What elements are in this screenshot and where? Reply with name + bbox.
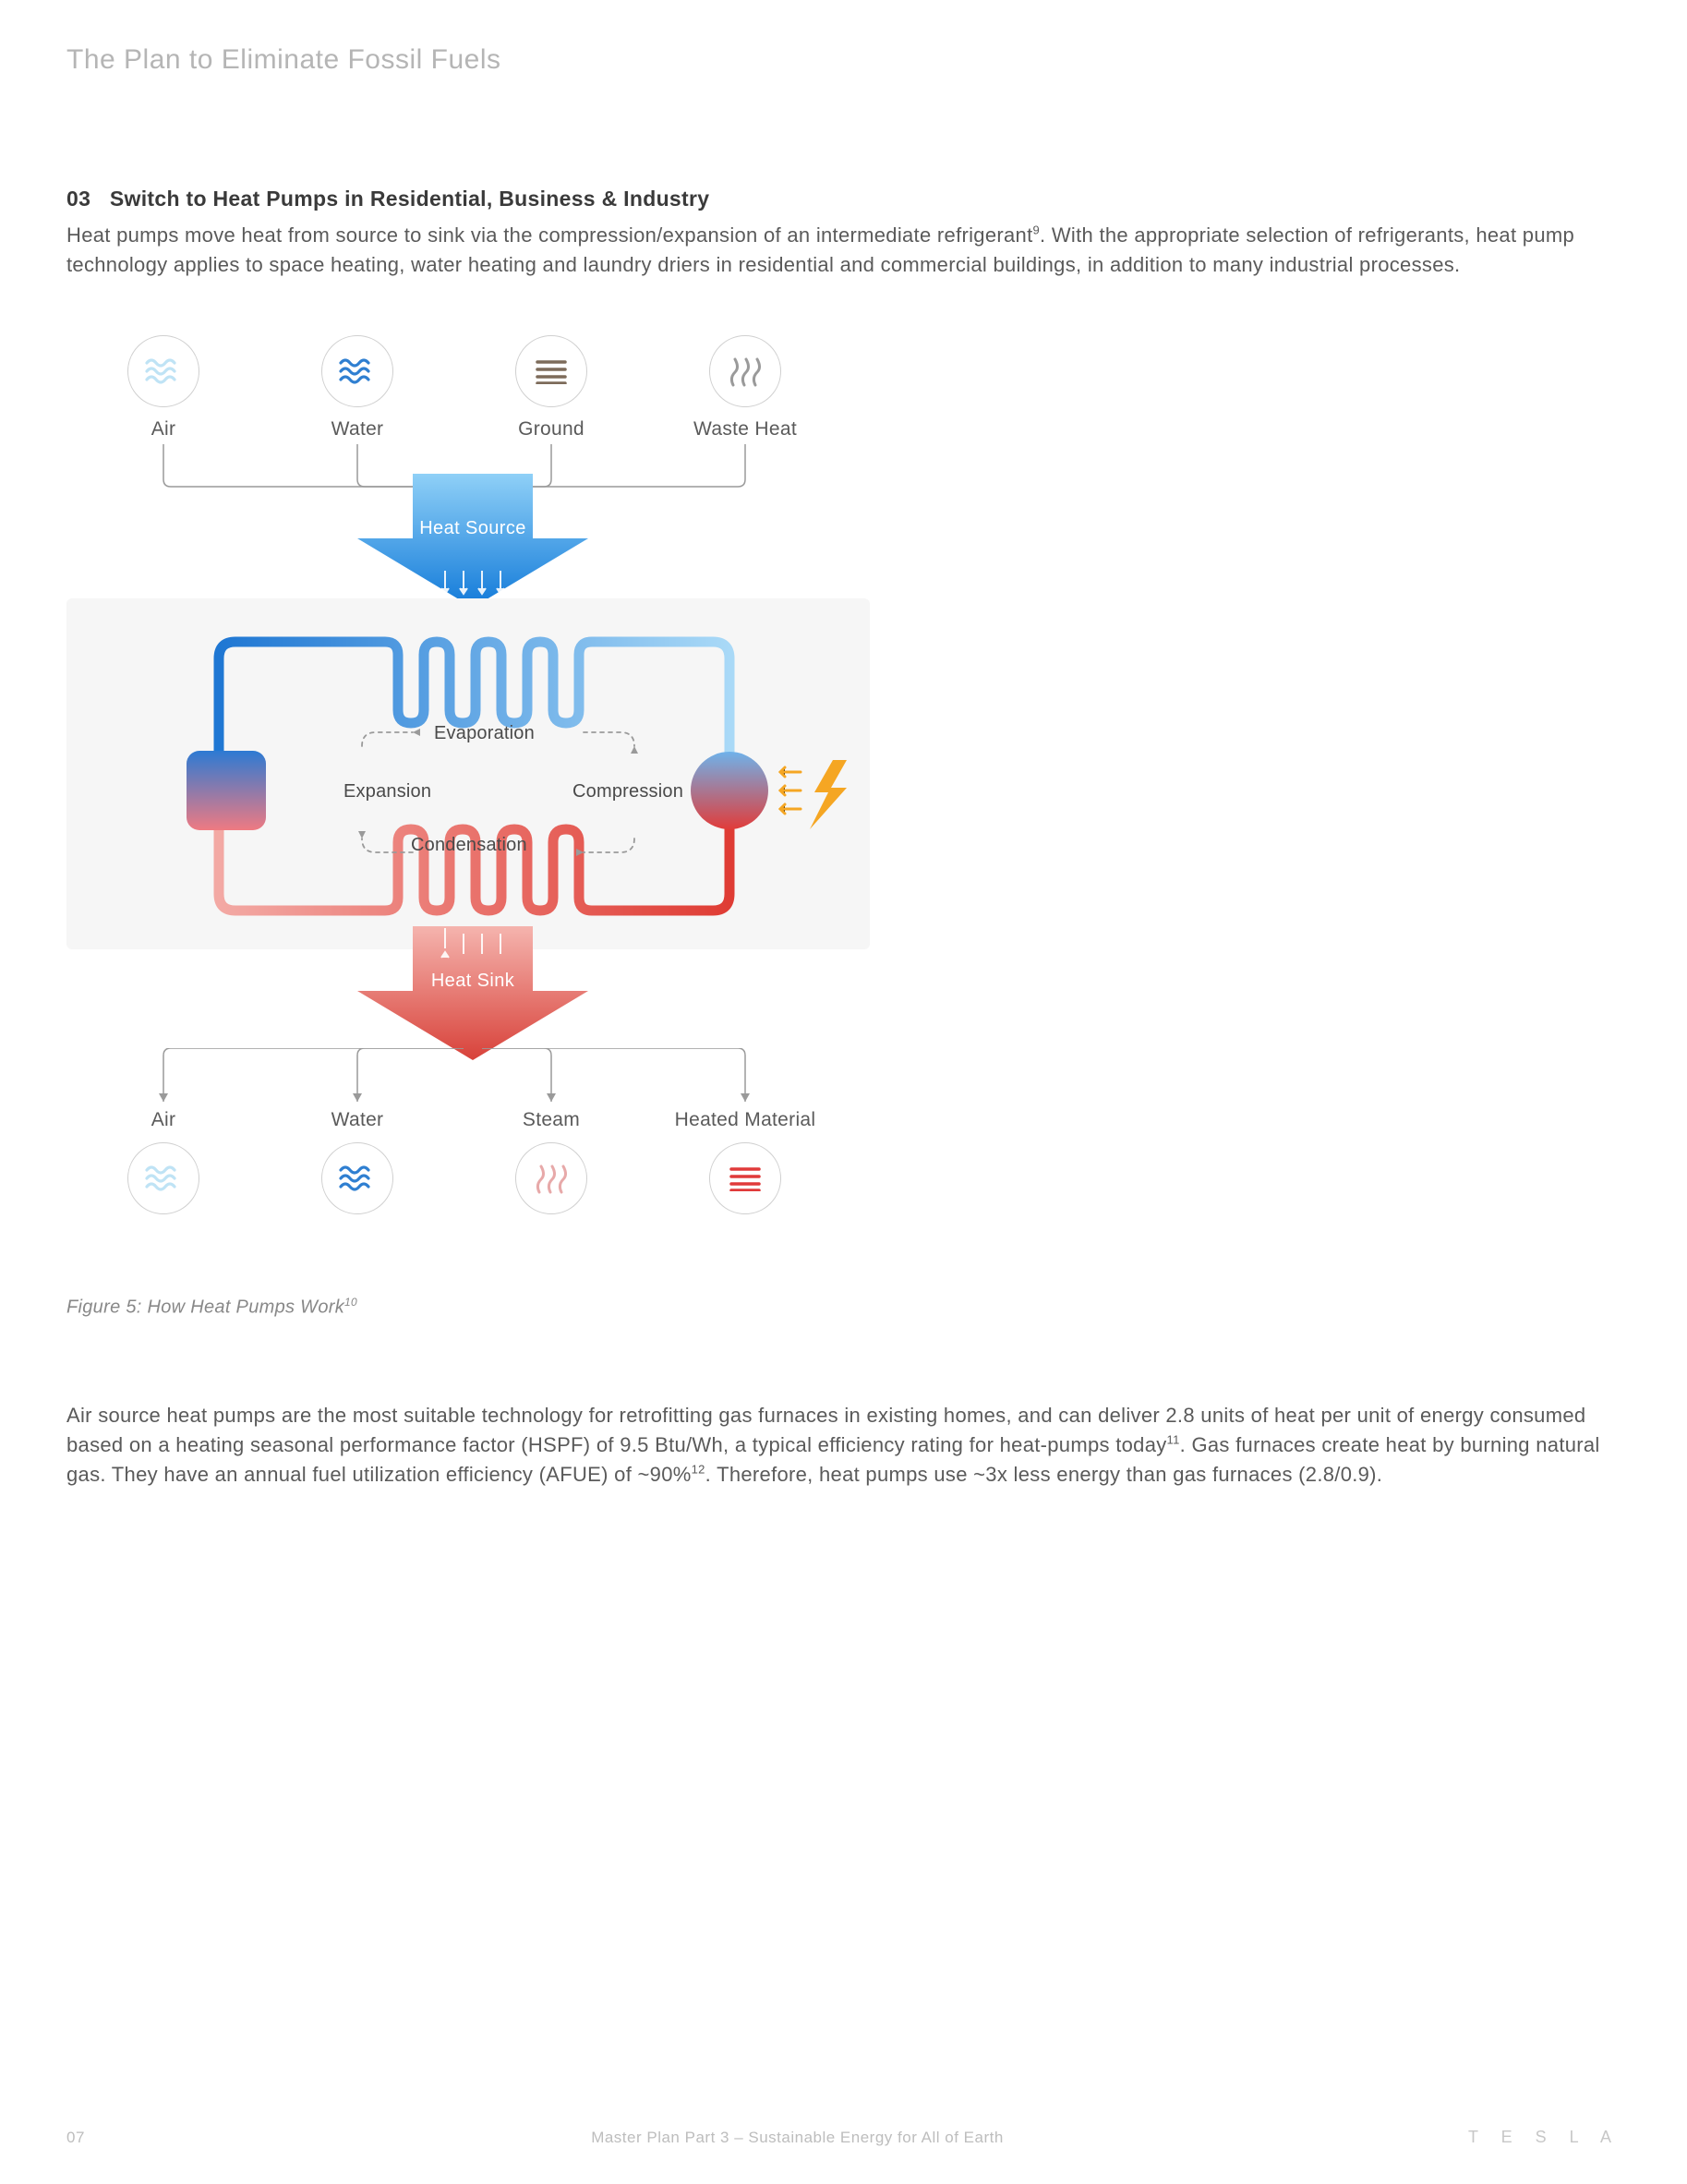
sink-label: Air [66,1109,260,1131]
condensation-label: Condensation [411,835,527,856]
source-air: Air [66,335,260,440]
source-water: Water [260,335,454,440]
source-ground: Ground [454,335,648,440]
heat-sink-arrow: Heat Sink [357,926,588,1060]
heat-source-arrow: Heat Source [357,474,588,608]
intro-paragraph: Heat pumps move heat from source to sink… [66,221,1621,280]
waves-icon [127,1142,199,1214]
caption-text: Figure 5: How Heat Pumps Work [66,1297,344,1317]
waves-icon [321,335,393,407]
heat-sinks-row: Air Water Steam Heated Material [66,1109,842,1214]
heat-sink-label: Heat Sink [357,971,588,992]
evaporation-label: Evaporation [434,723,535,744]
page-footer: 07 Master Plan Part 3 – Sustainable Ener… [0,2128,1687,2147]
heat-exchanger-box: Evaporation Compression Condensation Exp… [66,598,870,949]
footnote-9: 9 [1032,223,1040,237]
steam-icon [709,335,781,407]
section-title: Switch to Heat Pumps in Residential, Bus… [110,187,709,211]
intro-text-a: Heat pumps move heat from source to sink… [66,223,1032,247]
steam-icon [515,1142,587,1214]
section-number: 03 [66,187,90,211]
lines-icon [709,1142,781,1214]
source-label: Waste Heat [648,418,842,440]
sink-steam: Steam [454,1109,648,1214]
compression-label: Compression [572,781,683,802]
footer-title: Master Plan Part 3 – Sustainable Energy … [159,2129,1436,2147]
sink-label: Water [260,1109,454,1131]
expansion-label: Expansion [343,781,431,802]
heat-sources-row: Air Water Ground Waste Heat [66,335,870,440]
section-heading: 03 Switch to Heat Pumps in Residential, … [66,187,1621,211]
source-label: Ground [454,418,648,440]
sink-label: Steam [454,1109,648,1131]
waves-icon [127,335,199,407]
sink-label: Heated Material [648,1109,842,1131]
cycle-svg [66,598,870,949]
page-number: 07 [66,2129,159,2147]
body-paragraph-2: Air source heat pumps are the most suita… [66,1401,1621,1490]
sink-heated-material: Heated Material [648,1109,842,1214]
brand-wordmark: T E S L A [1436,2128,1621,2147]
source-label: Water [260,418,454,440]
page-header-title: The Plan to Eliminate Fossil Fuels [66,44,1621,76]
heat-source-label: Heat Source [357,518,588,539]
footnote-11: 11 [1167,1433,1180,1447]
figure-caption: Figure 5: How Heat Pumps Work10 [66,1296,1621,1319]
source-label: Air [66,418,260,440]
sink-water: Water [260,1109,454,1214]
source-waste-heat: Waste Heat [648,335,842,440]
sink-air: Air [66,1109,260,1214]
footnote-10: 10 [344,1296,357,1309]
footnote-12: 12 [692,1463,705,1477]
heat-pump-diagram: Air Water Ground Waste Heat [66,335,870,1259]
lines-icon [515,335,587,407]
waves-icon [321,1142,393,1214]
para2-c: . Therefore, heat pumps use ~3x less ene… [705,1463,1383,1486]
